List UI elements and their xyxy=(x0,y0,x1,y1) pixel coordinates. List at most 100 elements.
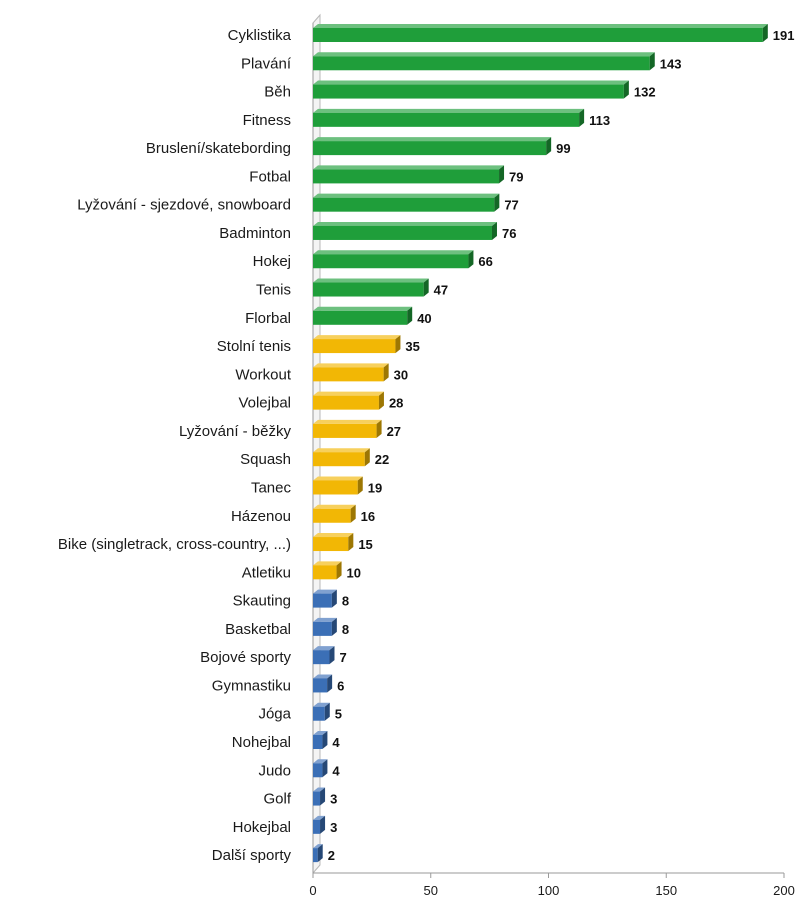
bar-end-face xyxy=(376,419,382,438)
data-label: 27 xyxy=(387,424,401,439)
bar xyxy=(313,423,377,438)
category-label: Golf xyxy=(263,791,291,808)
category-label: Plavání xyxy=(241,55,292,72)
bar-end-face xyxy=(499,165,505,184)
bar-end-face xyxy=(350,504,356,523)
data-label: 132 xyxy=(634,85,656,100)
data-label: 5 xyxy=(335,707,342,722)
bar xyxy=(313,763,323,778)
bar-group xyxy=(313,533,354,552)
category-label: Lyžování - běžky xyxy=(179,423,291,440)
bar-top-face xyxy=(313,419,382,424)
bar-top-face xyxy=(313,504,356,509)
bar-end-face xyxy=(423,278,429,297)
category-label: Běh xyxy=(264,84,291,101)
bar-top-face xyxy=(313,674,333,679)
category-label: Tenis xyxy=(256,282,291,299)
bar-group xyxy=(313,250,474,269)
bar xyxy=(313,169,500,184)
bar-group xyxy=(313,24,768,42)
bar xyxy=(313,84,624,99)
bar-top-face xyxy=(313,221,497,226)
bar-end-face xyxy=(348,533,354,552)
bar xyxy=(313,56,650,71)
category-label: Házenou xyxy=(231,508,291,525)
data-label: 2 xyxy=(328,848,335,863)
x-tick-label: 0 xyxy=(309,883,316,898)
category-label: Squash xyxy=(240,451,291,468)
bar xyxy=(313,621,332,636)
bar-top-face xyxy=(313,137,552,142)
bar-top-face xyxy=(313,561,342,566)
bar-end-face xyxy=(357,476,363,495)
data-label: 76 xyxy=(502,226,516,241)
bar xyxy=(313,310,408,325)
bar xyxy=(313,254,469,269)
bar xyxy=(313,282,424,297)
bar-top-face xyxy=(313,844,323,849)
bar-top-face xyxy=(313,335,401,340)
data-label: 47 xyxy=(434,283,448,298)
x-tick-label: 150 xyxy=(655,883,677,898)
bar-top-face xyxy=(313,759,328,764)
bar-end-face xyxy=(364,448,370,467)
x-tick-label: 100 xyxy=(538,883,560,898)
x-tick-label: 200 xyxy=(773,883,795,898)
bar-group xyxy=(313,759,328,778)
data-label: 16 xyxy=(361,509,375,524)
bar-end-face xyxy=(378,391,384,410)
data-label: 3 xyxy=(330,792,337,807)
bar-end-face xyxy=(383,363,389,382)
bar-group xyxy=(313,419,382,438)
category-label: Tanec xyxy=(251,479,292,496)
bar-top-face xyxy=(313,589,337,594)
data-label: 19 xyxy=(368,480,382,495)
category-label: Hokejbal xyxy=(233,819,291,836)
bar-end-face xyxy=(317,844,323,863)
bar xyxy=(313,141,547,156)
bar-top-face xyxy=(313,306,413,311)
bar-group xyxy=(313,108,585,127)
bar xyxy=(313,791,321,806)
category-label: Basketbal xyxy=(225,621,291,638)
bar xyxy=(313,28,763,42)
data-label: 6 xyxy=(337,678,344,693)
data-label: 191 xyxy=(773,28,795,43)
bar-end-face xyxy=(494,193,500,212)
bar-end-face xyxy=(331,589,337,608)
bar-group xyxy=(313,844,323,863)
data-label: 77 xyxy=(504,198,518,213)
category-label: Judo xyxy=(258,762,291,779)
bar-end-face xyxy=(468,250,474,269)
bar-group xyxy=(313,306,413,325)
bar xyxy=(313,819,321,834)
bar xyxy=(313,650,330,665)
bar xyxy=(313,225,492,240)
bar-top-face xyxy=(313,108,585,113)
bar xyxy=(313,197,495,212)
category-label: Fotbal xyxy=(249,168,291,185)
bar-group xyxy=(313,52,655,71)
data-label: 66 xyxy=(478,254,492,269)
data-label: 4 xyxy=(332,763,340,778)
bar-top-face xyxy=(313,815,326,820)
bar-top-face xyxy=(313,617,337,622)
x-tick-label: 50 xyxy=(424,883,438,898)
bar xyxy=(313,678,328,693)
bar-top-face xyxy=(313,533,354,538)
bar-end-face xyxy=(579,108,585,127)
bar-end-face xyxy=(491,221,497,240)
bar-group xyxy=(313,448,370,467)
bar-top-face xyxy=(313,391,384,396)
bar-end-face xyxy=(320,787,326,806)
bar xyxy=(313,735,323,749)
data-label: 7 xyxy=(339,650,346,665)
category-label: Jóga xyxy=(258,706,291,723)
category-label: Bojové sporty xyxy=(200,649,291,666)
data-label: 10 xyxy=(347,565,361,580)
category-label: Florbal xyxy=(245,310,291,327)
bar-top-face xyxy=(313,646,335,651)
category-label: Fitness xyxy=(243,112,291,129)
bar-group xyxy=(313,80,629,99)
